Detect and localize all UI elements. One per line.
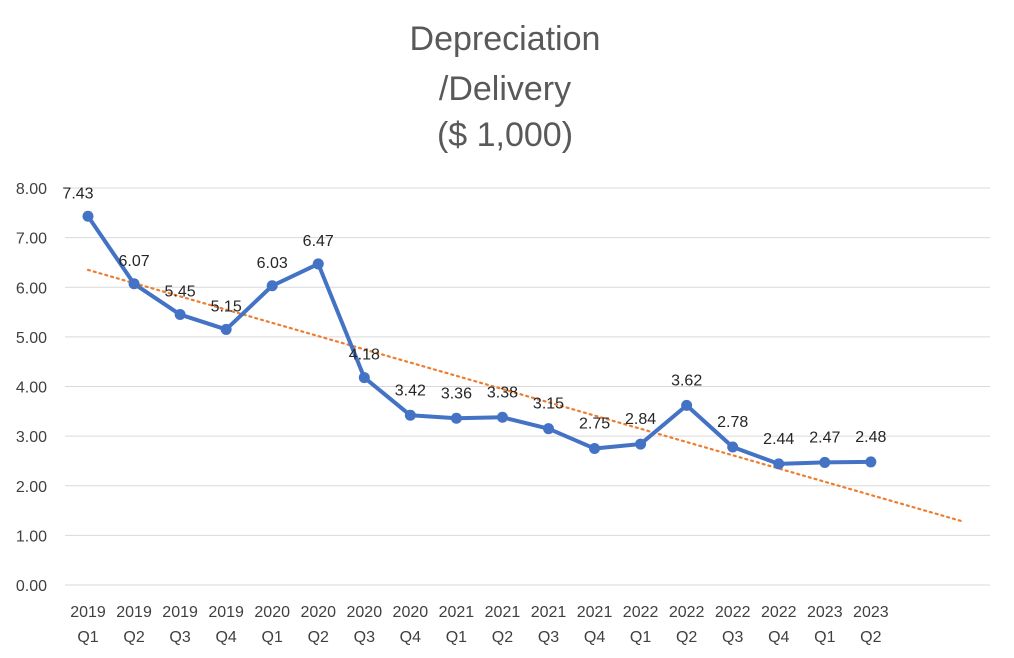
x-tick-label: Q1 (77, 629, 98, 646)
x-tick-label: Q4 (768, 629, 789, 646)
x-tick-label: Q1 (446, 629, 467, 646)
chart-title-line: /Delivery (439, 70, 571, 108)
x-tick-label: 2023 (807, 604, 843, 621)
data-label: 7.43 (62, 185, 93, 202)
data-labels: 7.43 6.07 5.45 5.15 6.03 6.47 4.18 3.42 3.36 3.38… (62, 185, 886, 448)
data-point (589, 443, 601, 455)
data-label: 2.78 (717, 414, 748, 431)
data-point (450, 412, 462, 424)
data-label: 4.18 (349, 347, 380, 364)
data-point (681, 399, 693, 411)
y-tick-label: 7.00 (16, 231, 47, 248)
x-tick-label: 2021 (439, 604, 475, 621)
data-label: 5.45 (165, 284, 196, 301)
data-label: 2.47 (809, 429, 840, 446)
trendline-layer (86, 268, 965, 523)
trendline (86, 268, 965, 523)
x-tick-label: 2022 (761, 604, 797, 621)
x-tick-label: Q1 (814, 629, 835, 646)
x-tick-label: 2020 (347, 604, 383, 621)
y-tick-label: 2.00 (16, 479, 47, 496)
x-tick-label: 2019 (116, 604, 152, 621)
y-tick-label: 0.00 (16, 578, 47, 595)
y-tick-label: 1.00 (16, 528, 47, 545)
data-label: 6.03 (257, 255, 288, 272)
data-label: 3.38 (487, 384, 518, 401)
x-tick-label: 2023 (853, 604, 889, 621)
gridlines (65, 187, 990, 586)
data-point (865, 456, 877, 468)
x-tick-label: 2021 (577, 604, 613, 621)
x-tick-label: 2019 (70, 604, 106, 621)
data-point (404, 409, 416, 421)
x-tick-label: Q3 (538, 629, 559, 646)
data-point (773, 458, 785, 470)
y-tick-label: 6.00 (16, 280, 47, 297)
data-label: 2.44 (763, 431, 794, 448)
data-label: 3.42 (395, 382, 426, 399)
x-tick-label: Q2 (308, 629, 329, 646)
data-label: 2.48 (855, 429, 886, 446)
chart-title-line: ($ 1,000) (437, 116, 573, 154)
x-tick-label: Q2 (676, 629, 697, 646)
data-label: 2.84 (625, 411, 656, 428)
x-tick-label: 2019 (208, 604, 244, 621)
series-layer (82, 210, 877, 470)
data-label: 3.36 (441, 385, 472, 402)
chart-title-line: Depreciation (410, 20, 601, 58)
x-tick-label: Q4 (400, 629, 421, 646)
x-tick-label: 2020 (393, 604, 429, 621)
x-axis-tick-labels: 2019 Q1 2019 Q2 2019 Q3 2019 Q4 2020 Q1 2020 Q2 2020… (70, 604, 889, 646)
data-point (266, 280, 278, 292)
data-point (220, 323, 232, 335)
x-tick-label: Q3 (169, 629, 190, 646)
x-tick-label: 2020 (254, 604, 290, 621)
x-tick-label: Q1 (630, 629, 651, 646)
data-point (727, 441, 739, 453)
data-label: 3.15 (533, 396, 564, 413)
y-axis-tick-labels: 0.00 1.00 2.00 3.00 4.00 5.00 6.00 7.00 8.00 (16, 181, 47, 595)
x-tick-label: 2019 (162, 604, 198, 621)
x-tick-label: 2022 (715, 604, 751, 621)
data-point (128, 278, 140, 290)
x-tick-label: Q4 (584, 629, 605, 646)
y-tick-label: 5.00 (16, 330, 47, 347)
x-tick-label: Q3 (722, 629, 743, 646)
x-tick-label: Q2 (492, 629, 513, 646)
data-label: 5.15 (211, 298, 242, 315)
data-point (819, 456, 831, 468)
data-point (358, 372, 370, 384)
x-tick-label: 2022 (669, 604, 705, 621)
x-tick-label: 2021 (531, 604, 567, 621)
x-tick-label: Q2 (123, 629, 144, 646)
x-tick-label: 2021 (485, 604, 521, 621)
x-tick-label: Q1 (262, 629, 283, 646)
data-label: 3.62 (671, 372, 702, 389)
series-line (86, 214, 873, 466)
data-point (543, 423, 554, 435)
y-tick-label: 4.00 (16, 380, 47, 397)
x-tick-label: 2020 (300, 604, 336, 621)
data-label: 2.75 (579, 416, 610, 433)
y-tick-label: 8.00 (16, 181, 47, 198)
x-tick-label: Q3 (354, 629, 375, 646)
data-label: 6.07 (118, 253, 149, 270)
x-tick-label: 2022 (623, 604, 659, 621)
data-point (82, 210, 94, 222)
y-tick-label: 3.00 (16, 429, 47, 446)
x-tick-label: Q2 (860, 629, 881, 646)
data-point (174, 309, 186, 321)
data-label: 6.47 (303, 233, 334, 250)
chart-title: Depreciation/Delivery ($ 1,000) (410, 20, 601, 154)
data-point (496, 411, 508, 423)
data-point (635, 438, 647, 450)
data-point (312, 258, 324, 270)
x-tick-label: Q4 (215, 629, 236, 646)
